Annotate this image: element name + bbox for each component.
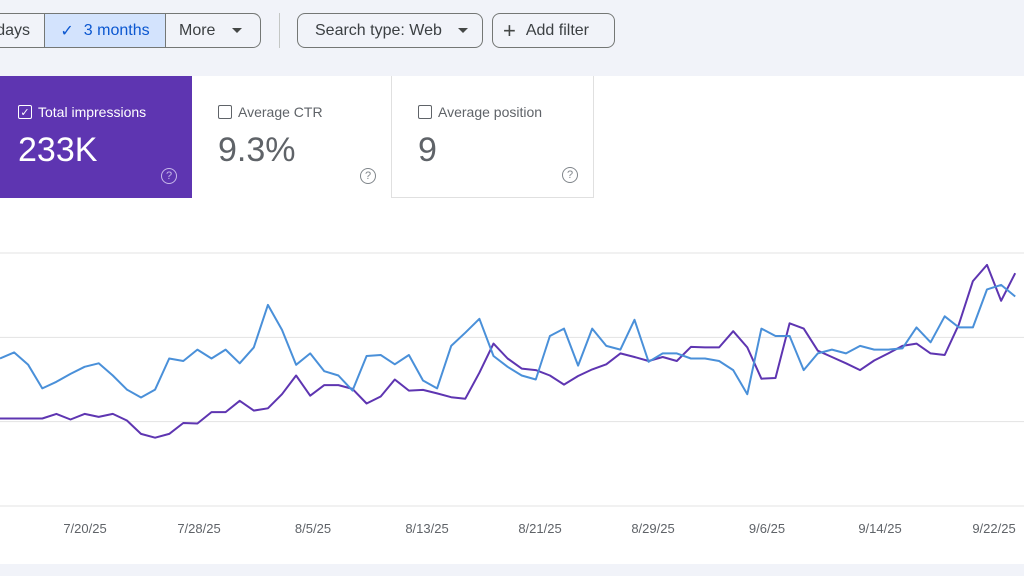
range-option-days[interactable]: days [0,13,44,48]
x-tick-label: 9/22/25 [972,521,1015,536]
metric-label: Average CTR [218,104,323,120]
plus-icon: + [503,17,516,43]
range-more-label: More [179,21,216,39]
chart-x-axis: 7/20/25 7/28/25 8/5/25 8/13/25 8/21/25 8/29/2… [63,521,1015,536]
help-icon[interactable]: ? [562,167,578,183]
ctr-label: Average CTR [238,104,323,120]
checkbox-unchecked-icon[interactable] [218,105,232,119]
x-tick-label: 9/14/25 [858,521,901,536]
x-tick-label: 8/13/25 [405,521,448,536]
x-tick-label: 8/21/25 [518,521,561,536]
x-tick-label: 7/28/25 [177,521,220,536]
x-tick-label: 8/5/25 [295,521,331,536]
metric-card-ctr[interactable]: Average CTR 9.3% ? [192,76,392,198]
metric-card-position[interactable]: Average position 9 ? [392,76,594,198]
performance-chart-panel [0,198,1024,564]
check-icon: ✓ [60,22,74,40]
metric-label: ✓ Total impressions [18,104,146,120]
toolbar-divider [279,13,280,48]
add-filter-label: Add filter [525,21,589,39]
chart-series-lines [0,263,1017,439]
range-option-3-months[interactable]: ✓ 3 months [44,13,166,48]
help-icon[interactable]: ? [161,168,177,184]
impressions-label: Total impressions [38,104,147,120]
range-more-dropdown[interactable]: More [166,13,261,48]
checkbox-checked-icon[interactable]: ✓ [18,105,32,119]
metric-card-impressions[interactable]: ✓ Total impressions 233K ? [0,76,192,198]
caret-down-icon [458,28,468,33]
date-range-segmented: days ✓ 3 months More [0,13,261,48]
chart-header-background [594,76,1024,198]
x-tick-label: 9/6/25 [749,521,785,536]
range-option-3-months-label: 3 months [83,21,150,39]
impressions-series-line [0,263,1017,439]
chart-gridlines [0,252,1024,507]
performance-line-chart[interactable]: 7/20/25 7/28/25 8/5/25 8/13/25 8/21/25 8/29/2… [0,198,1024,564]
range-option-days-label: days [0,21,30,39]
page-footer-background [0,564,1024,576]
metric-label: Average position [418,104,542,120]
position-value: 9 [418,131,437,169]
help-icon[interactable]: ? [360,168,376,184]
date-filter-toolbar: days ✓ 3 months More Search type: Web + … [0,0,1024,76]
checkbox-unchecked-icon[interactable] [418,105,432,119]
impressions-value: 233K [18,131,98,169]
search-type-label: Search type: Web [315,21,442,39]
ctr-value: 9.3% [218,131,296,169]
caret-down-icon [232,28,242,33]
add-filter-button[interactable]: + Add filter [492,13,615,48]
search-type-dropdown[interactable]: Search type: Web [297,13,483,48]
x-tick-label: 8/29/25 [631,521,674,536]
ctr-series-line [0,283,1016,399]
x-tick-label: 7/20/25 [63,521,106,536]
position-label: Average position [438,104,543,120]
